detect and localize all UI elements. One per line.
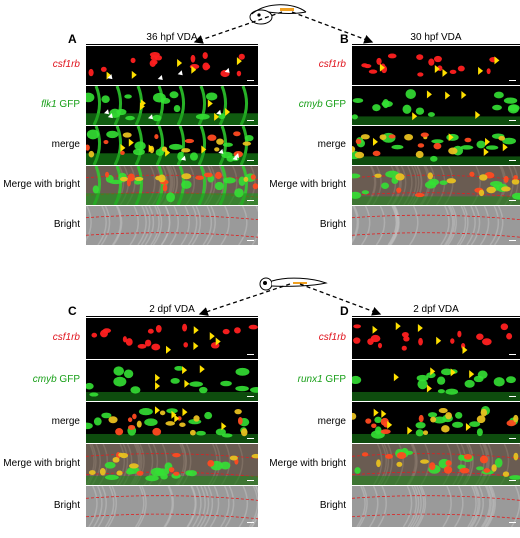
- row-label-text: Merge with bright: [3, 458, 80, 469]
- row-label: runx1 GFP: [298, 374, 346, 385]
- row-label-text: merge: [317, 139, 346, 150]
- row-label: Merge with bright: [3, 458, 80, 469]
- scale-bar: [509, 240, 516, 241]
- scale-bar: [509, 438, 516, 439]
- row-label: merge: [52, 416, 80, 427]
- row-label-gene: csf1rb: [318, 332, 346, 343]
- micrograph-merge: [352, 126, 520, 165]
- row-label-text: GFP: [56, 99, 80, 110]
- row-label-gene: flk1: [41, 99, 57, 110]
- panel-title: 2 dpf VDA: [149, 304, 195, 315]
- row-label: csf1rb: [319, 59, 346, 70]
- scale-bar: [247, 396, 254, 397]
- micrograph-green: [352, 360, 520, 401]
- scale-bar: [247, 200, 254, 201]
- scale-bar: [509, 480, 516, 481]
- scale-bar: [247, 240, 254, 241]
- panel-title: 36 hpf VDA: [146, 32, 198, 43]
- row-label-text: merge: [51, 416, 80, 427]
- row-label: Merge with bright: [3, 179, 80, 190]
- panel-title-rule: [352, 44, 520, 45]
- micrograph-red: [352, 46, 520, 85]
- row-label-text: GFP: [322, 99, 346, 110]
- scale-bar: [247, 354, 254, 355]
- embryo-schematic-bottom: [259, 277, 328, 291]
- micrograph-green: [86, 86, 258, 125]
- row-label: merge: [318, 139, 346, 150]
- row-label-text: Merge with bright: [269, 458, 346, 469]
- micrograph-merge_bright: [352, 444, 520, 485]
- panel-letter-c: C: [68, 304, 77, 318]
- micrograph-merge_bright: [86, 166, 258, 205]
- scale-bar: [509, 396, 516, 397]
- row-label: Bright: [320, 219, 346, 230]
- row-label: Bright: [320, 500, 346, 511]
- micrograph-merge_bright: [86, 444, 258, 485]
- panel-letter-b: B: [340, 32, 349, 46]
- embryo-schematic-top: [249, 4, 307, 25]
- row-label-gene: csf1rb: [318, 59, 346, 70]
- row-label: csf1rb: [319, 332, 346, 343]
- scale-bar: [247, 438, 254, 439]
- scale-bar: [509, 160, 516, 161]
- micrograph-green: [86, 360, 258, 401]
- row-label-gene: cmyb: [298, 99, 323, 110]
- scale-bar: [509, 522, 516, 523]
- row-label: Bright: [54, 219, 80, 230]
- row-label-text: Merge with bright: [3, 179, 80, 190]
- panel-title: 2 dpf VDA: [413, 304, 459, 315]
- panel-title-rule: [86, 44, 258, 45]
- row-label: csf1rb: [53, 332, 80, 343]
- panel-title-rule: [86, 316, 258, 317]
- row-label-gene: cmyb: [32, 374, 57, 385]
- panel-title: 30 hpf VDA: [410, 32, 462, 43]
- micrograph-bright: [352, 206, 520, 245]
- row-label-gene: csf1rb: [52, 332, 80, 343]
- micrograph-red: [86, 318, 258, 359]
- panel-letter-a: A: [68, 32, 77, 46]
- row-label-text: merge: [51, 139, 80, 150]
- scale-bar: [247, 480, 254, 481]
- micrograph-merge_bright: [352, 166, 520, 205]
- panel-title-rule: [352, 316, 520, 317]
- scale-bar: [247, 160, 254, 161]
- row-label-text: Bright: [53, 219, 80, 230]
- row-label: cmyb GFP: [33, 374, 80, 385]
- scale-bar: [509, 80, 516, 81]
- row-label: cmyb GFP: [299, 99, 346, 110]
- micrograph-red: [352, 318, 520, 359]
- scale-bar: [247, 522, 254, 523]
- row-label-text: Merge with bright: [269, 179, 346, 190]
- scale-bar: [509, 354, 516, 355]
- row-label: flk1 GFP: [41, 99, 80, 110]
- scale-bar: [509, 200, 516, 201]
- row-label: merge: [52, 139, 80, 150]
- micrograph-bright: [86, 206, 258, 245]
- row-label: csf1rb: [53, 59, 80, 70]
- row-label-text: Bright: [53, 500, 80, 511]
- micrograph-bright: [86, 486, 258, 527]
- row-label-gene: csf1rb: [52, 59, 80, 70]
- row-label-gene: runx1: [297, 374, 323, 385]
- row-label-text: merge: [317, 416, 346, 427]
- scale-bar: [509, 120, 516, 121]
- panel-letter-d: D: [340, 304, 349, 318]
- row-label-text: GFP: [56, 374, 80, 385]
- row-label: Merge with bright: [269, 179, 346, 190]
- scale-bar: [247, 120, 254, 121]
- row-label-text: GFP: [322, 374, 346, 385]
- row-label: Bright: [54, 500, 80, 511]
- row-label: Merge with bright: [269, 458, 346, 469]
- micrograph-green: [352, 86, 520, 125]
- micrograph-merge: [352, 402, 520, 443]
- micrograph-merge: [86, 126, 258, 165]
- micrograph-red: [86, 46, 258, 85]
- scale-bar: [247, 80, 254, 81]
- micrograph-merge: [86, 402, 258, 443]
- row-label: merge: [318, 416, 346, 427]
- row-label-text: Bright: [319, 500, 346, 511]
- micrograph-bright: [352, 486, 520, 527]
- row-label-text: Bright: [319, 219, 346, 230]
